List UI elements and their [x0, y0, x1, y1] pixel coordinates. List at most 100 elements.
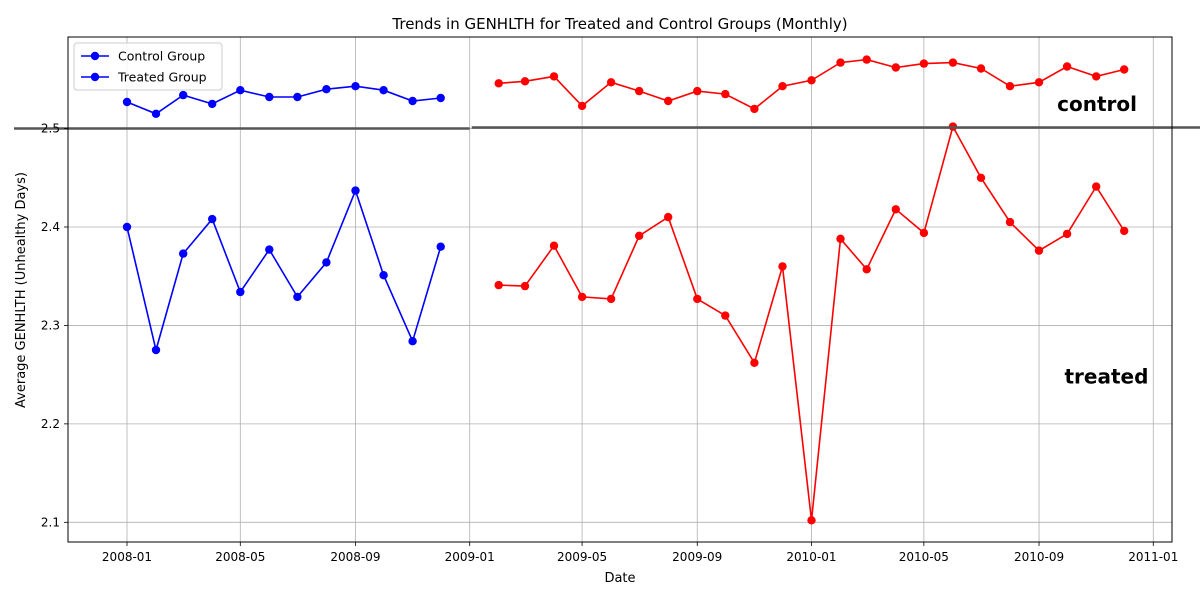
data-point-control	[1092, 72, 1101, 81]
data-point-treated	[919, 228, 929, 238]
y-axis-label: Average GENHLTH (Unhealthy Days)	[14, 172, 29, 408]
data-point-control	[208, 99, 217, 109]
plot-frame	[67, 36, 1173, 543]
data-point-treated	[836, 234, 845, 243]
data-point-treated	[408, 337, 417, 346]
data-point-control	[635, 86, 644, 96]
y-tick-label: 2.3	[41, 318, 60, 332]
data-point-control	[1062, 62, 1072, 71]
x-tick-label: 2008-05	[215, 550, 265, 564]
reference-line-layer	[14, 126, 1200, 130]
data-point-treated	[750, 358, 759, 367]
data-point-treated	[436, 242, 445, 251]
data-point-control	[750, 104, 759, 114]
y-tick-label: 2.2	[41, 417, 60, 431]
data-point-control	[891, 63, 900, 72]
x-tick-label: 2009-01	[445, 550, 495, 564]
data-point-control	[976, 64, 986, 73]
data-point-control	[293, 92, 302, 102]
data-point-control	[549, 72, 559, 81]
x-tick-label: 2010-01	[786, 550, 836, 564]
legend-marker	[90, 72, 100, 82]
series-layer	[122, 55, 1129, 525]
data-point-control	[379, 86, 388, 95]
data-point-control	[919, 59, 929, 68]
data-point-treated	[1120, 226, 1129, 236]
data-point-treated	[122, 222, 132, 232]
chart-title: Trends in GENHLTH for Treated and Contro…	[391, 15, 847, 33]
data-point-treated	[721, 311, 730, 320]
data-point-control	[693, 86, 702, 96]
data-point-control	[520, 77, 530, 86]
data-point-control	[179, 90, 188, 100]
data-point-treated	[891, 205, 900, 214]
series-line-treated-2008	[126, 188, 442, 354]
data-point-control	[577, 101, 587, 111]
y-tick-label: 2.5	[41, 122, 60, 136]
data-point-control	[606, 78, 616, 87]
data-point-treated	[208, 214, 217, 224]
data-point-treated	[577, 292, 587, 302]
data-point-treated	[976, 173, 986, 182]
annotations: control treated	[1057, 92, 1148, 389]
data-point-control	[664, 96, 673, 106]
data-point-control	[721, 89, 730, 99]
data-point-treated	[236, 287, 245, 297]
legend-label: Treated Group	[117, 70, 207, 85]
data-point-control	[778, 82, 787, 91]
axis-ticks: 2008-01 2008-05 2008-09 2009-01 2009-05 2009-…	[41, 122, 1178, 564]
data-point-control	[408, 96, 417, 106]
x-tick-label: 2010-09	[1014, 550, 1064, 564]
data-point-treated	[1062, 229, 1072, 239]
data-point-control	[351, 82, 360, 91]
data-point-treated	[807, 516, 816, 525]
annotation-treated: treated	[1064, 365, 1148, 389]
x-tick-label: 2009-05	[557, 550, 607, 564]
data-point-control	[436, 93, 445, 103]
data-point-control	[494, 79, 503, 88]
data-point-control	[322, 85, 331, 94]
data-point-treated	[265, 245, 274, 254]
data-point-control	[151, 109, 161, 119]
data-point-treated	[520, 281, 530, 291]
data-point-treated	[664, 212, 673, 222]
data-point-treated	[351, 186, 360, 195]
data-point-treated	[1005, 217, 1015, 227]
data-point-control	[948, 58, 958, 67]
data-point-control	[1120, 65, 1129, 74]
legend-box	[73, 42, 223, 91]
x-tick-label: 2010-05	[899, 550, 949, 564]
data-point-control	[265, 92, 274, 102]
data-point-control	[807, 76, 816, 85]
x-tick-label: 2008-01	[102, 550, 152, 564]
data-point-treated	[549, 241, 559, 250]
x-axis-label: Date	[604, 571, 635, 586]
data-point-control	[1034, 78, 1044, 87]
data-point-control	[862, 55, 871, 64]
x-tick-label: 2009-09	[672, 550, 722, 564]
data-point-treated	[606, 294, 616, 304]
data-point-treated	[778, 262, 787, 271]
annotation-control: control	[1057, 92, 1137, 116]
data-point-control	[1005, 82, 1015, 91]
data-point-treated	[1034, 246, 1044, 255]
data-point-treated	[494, 280, 503, 290]
y-tick-label: 2.1	[41, 515, 60, 529]
series-line-control-2008	[126, 85, 441, 115]
data-point-treated	[293, 292, 302, 302]
x-tick-label: 2008-09	[330, 550, 380, 564]
legend-label: Control Group	[118, 49, 205, 64]
data-point-treated	[179, 249, 188, 258]
y-tick-label: 2.4	[41, 220, 60, 234]
data-point-treated	[151, 345, 161, 355]
data-point-control	[836, 58, 845, 67]
legend-marker	[90, 51, 100, 61]
x-tick-label: 2011-01	[1128, 550, 1178, 564]
legend: Control Group Treated Group	[73, 42, 223, 91]
data-point-control	[236, 86, 245, 95]
data-point-treated	[322, 258, 331, 267]
data-point-control	[122, 97, 132, 107]
data-point-treated	[1092, 182, 1101, 191]
data-point-treated	[379, 271, 388, 280]
